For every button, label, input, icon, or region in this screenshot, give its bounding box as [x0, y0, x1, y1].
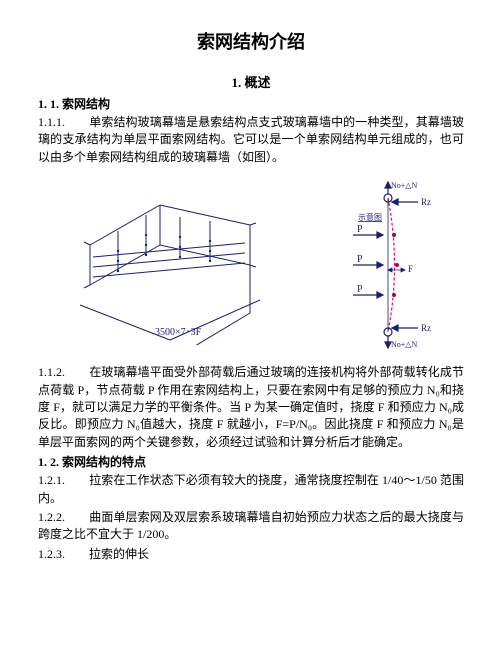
page-title: 索网结构介绍 [38, 28, 464, 54]
figures-row: 3500×7･3F [38, 180, 464, 350]
figure-left-caption: 3500×7･3F [155, 327, 202, 338]
label-rz-bottom: Rz [421, 323, 431, 333]
label-n-top: No+△N [391, 181, 417, 190]
figure-force-diagram: No+△N No+△N Rz Rz P P P F 示意图 [323, 180, 443, 350]
subsection-1-2-header: 1. 2. 索网结构的特点 [38, 453, 464, 470]
paragraph-1-1-2: 1.1.2. 在玻璃幕墙平面受外部荷载后通过玻璃的连接机构将外部荷载转化成节点荷… [38, 364, 464, 451]
label-f: F [408, 264, 413, 274]
paragraph-1-2-1: 1.2.1. 拉索在工作状态下必须有较大的挠度，通常挠度控制在 1/40～1/5… [38, 472, 464, 507]
label-n-bottom: No+△N [391, 340, 417, 349]
label-rz-top: Rz [421, 197, 431, 207]
paragraph-1-2-3: 1.2.3. 拉索的伸长 [38, 546, 464, 563]
label-p-2: P [357, 254, 363, 265]
paragraph-1-2-2: 1.2.2. 曲面单层索网及双层索系玻璃幕墙自初始预应力状态之后的最大挠度与跨度… [38, 509, 464, 544]
subsection-1-1-header: 1. 1. 索网结构 [38, 95, 464, 112]
section-1-header: 1. 概述 [38, 72, 464, 91]
figure-cable-net: 3500×7･3F [60, 185, 280, 345]
label-xu: 示意图 [358, 212, 382, 222]
paragraph-1-1-1: 1.1.1. 单索结构玻璃幕墙是悬索结构点支式玻璃幕墙中的一种类型，其幕墙玻璃的… [38, 114, 464, 166]
label-p-3: P [357, 284, 363, 295]
label-p-1: P [357, 224, 363, 235]
